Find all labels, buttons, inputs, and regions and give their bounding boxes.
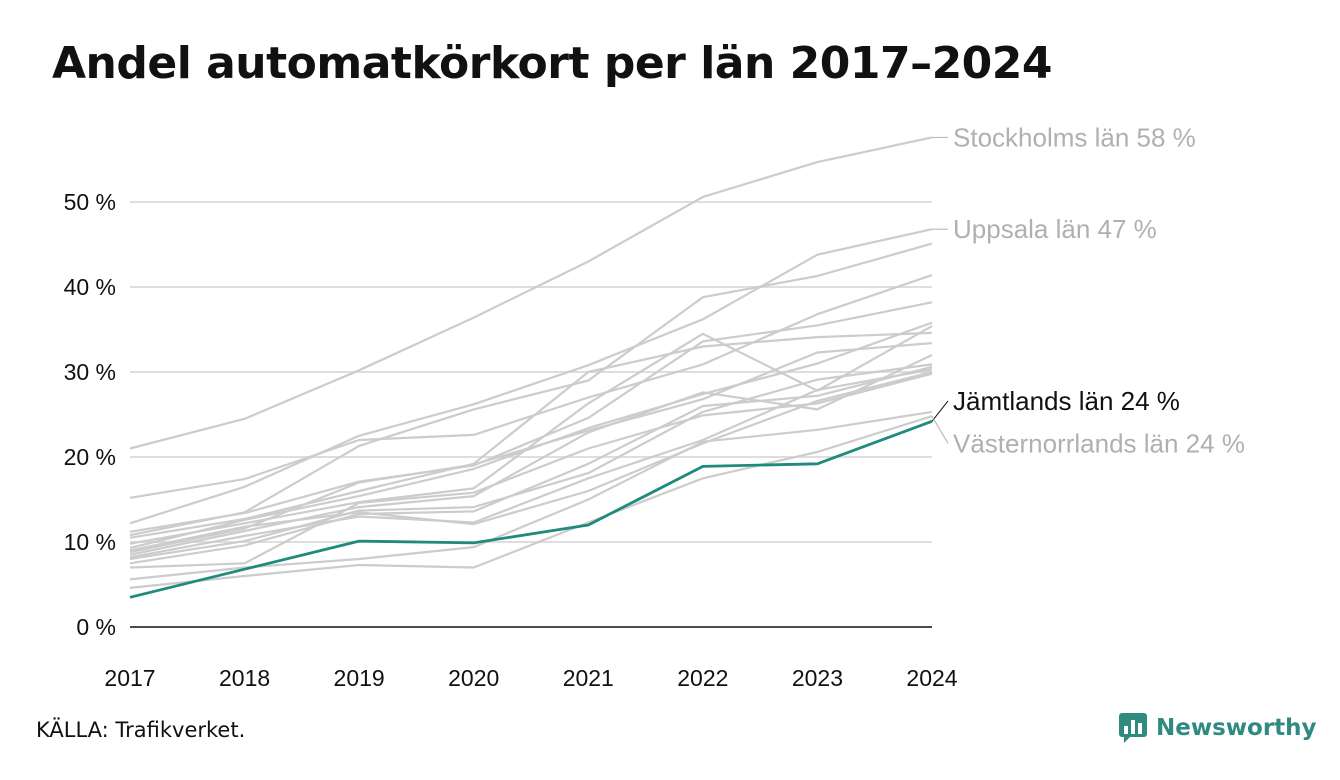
x-tick-label: 2017 (104, 665, 155, 691)
series-line (129, 228, 933, 525)
y-tick-label: 20 % (64, 444, 116, 470)
brand-name: Newsworthy (1156, 715, 1317, 741)
series-line (129, 321, 933, 550)
y-tick-label: 50 % (64, 189, 116, 215)
x-tick-label: 2022 (677, 665, 728, 691)
y-tick-label: 10 % (64, 529, 116, 555)
chart-logo-icon (1119, 713, 1147, 743)
x-tick-label: 2023 (792, 665, 843, 691)
x-tick-label: 2024 (906, 665, 957, 691)
series-line (129, 242, 933, 537)
x-tick-label: 2019 (334, 665, 385, 691)
highlight-series (129, 419, 933, 599)
x-tick-label: 2021 (563, 665, 614, 691)
grid-lines (130, 201, 932, 628)
series-line (129, 415, 933, 589)
x-tick-label: 2020 (448, 665, 499, 691)
series-line (129, 372, 933, 569)
brand-logo: Newsworthy (1118, 712, 1317, 744)
end-labels: Stockholms län 58 % Uppsala län 47 % Jämtl… (931, 122, 1245, 458)
source-note: KÄLLA: Trafikverket. (36, 718, 246, 742)
series-line (129, 410, 933, 581)
y-tick-label: 0 % (76, 614, 116, 640)
series-line (129, 331, 933, 539)
series-line (129, 301, 933, 533)
label-leader-line (931, 415, 949, 444)
series-end-label: Jämtlands län 24 % (953, 386, 1180, 416)
series-line (129, 368, 933, 559)
series-end-label: Uppsala län 47 % (953, 214, 1157, 244)
chart-title: Andel automatkörkort per län 2017–2024 (52, 38, 1053, 89)
series-line (129, 363, 933, 561)
series-line (129, 370, 933, 552)
y-axis-ticks: 0 % 10 % 20 % 30 % 40 % 50 % (64, 189, 116, 640)
x-axis-ticks: 2017 2018 2019 2020 2021 2022 2023 2024 (104, 665, 957, 691)
y-tick-label: 40 % (64, 274, 116, 300)
background-series (129, 136, 933, 589)
series-line (129, 136, 933, 450)
series-end-label: Västernorrlands län 24 % (953, 428, 1245, 458)
x-tick-label: 2018 (219, 665, 270, 691)
series-line (129, 354, 933, 556)
highlight-line (129, 419, 933, 599)
series-line (129, 342, 933, 554)
series-line (129, 274, 933, 499)
series-end-label: Stockholms län 58 % (953, 122, 1196, 152)
label-leader-line (931, 400, 949, 422)
y-tick-label: 30 % (64, 359, 116, 385)
